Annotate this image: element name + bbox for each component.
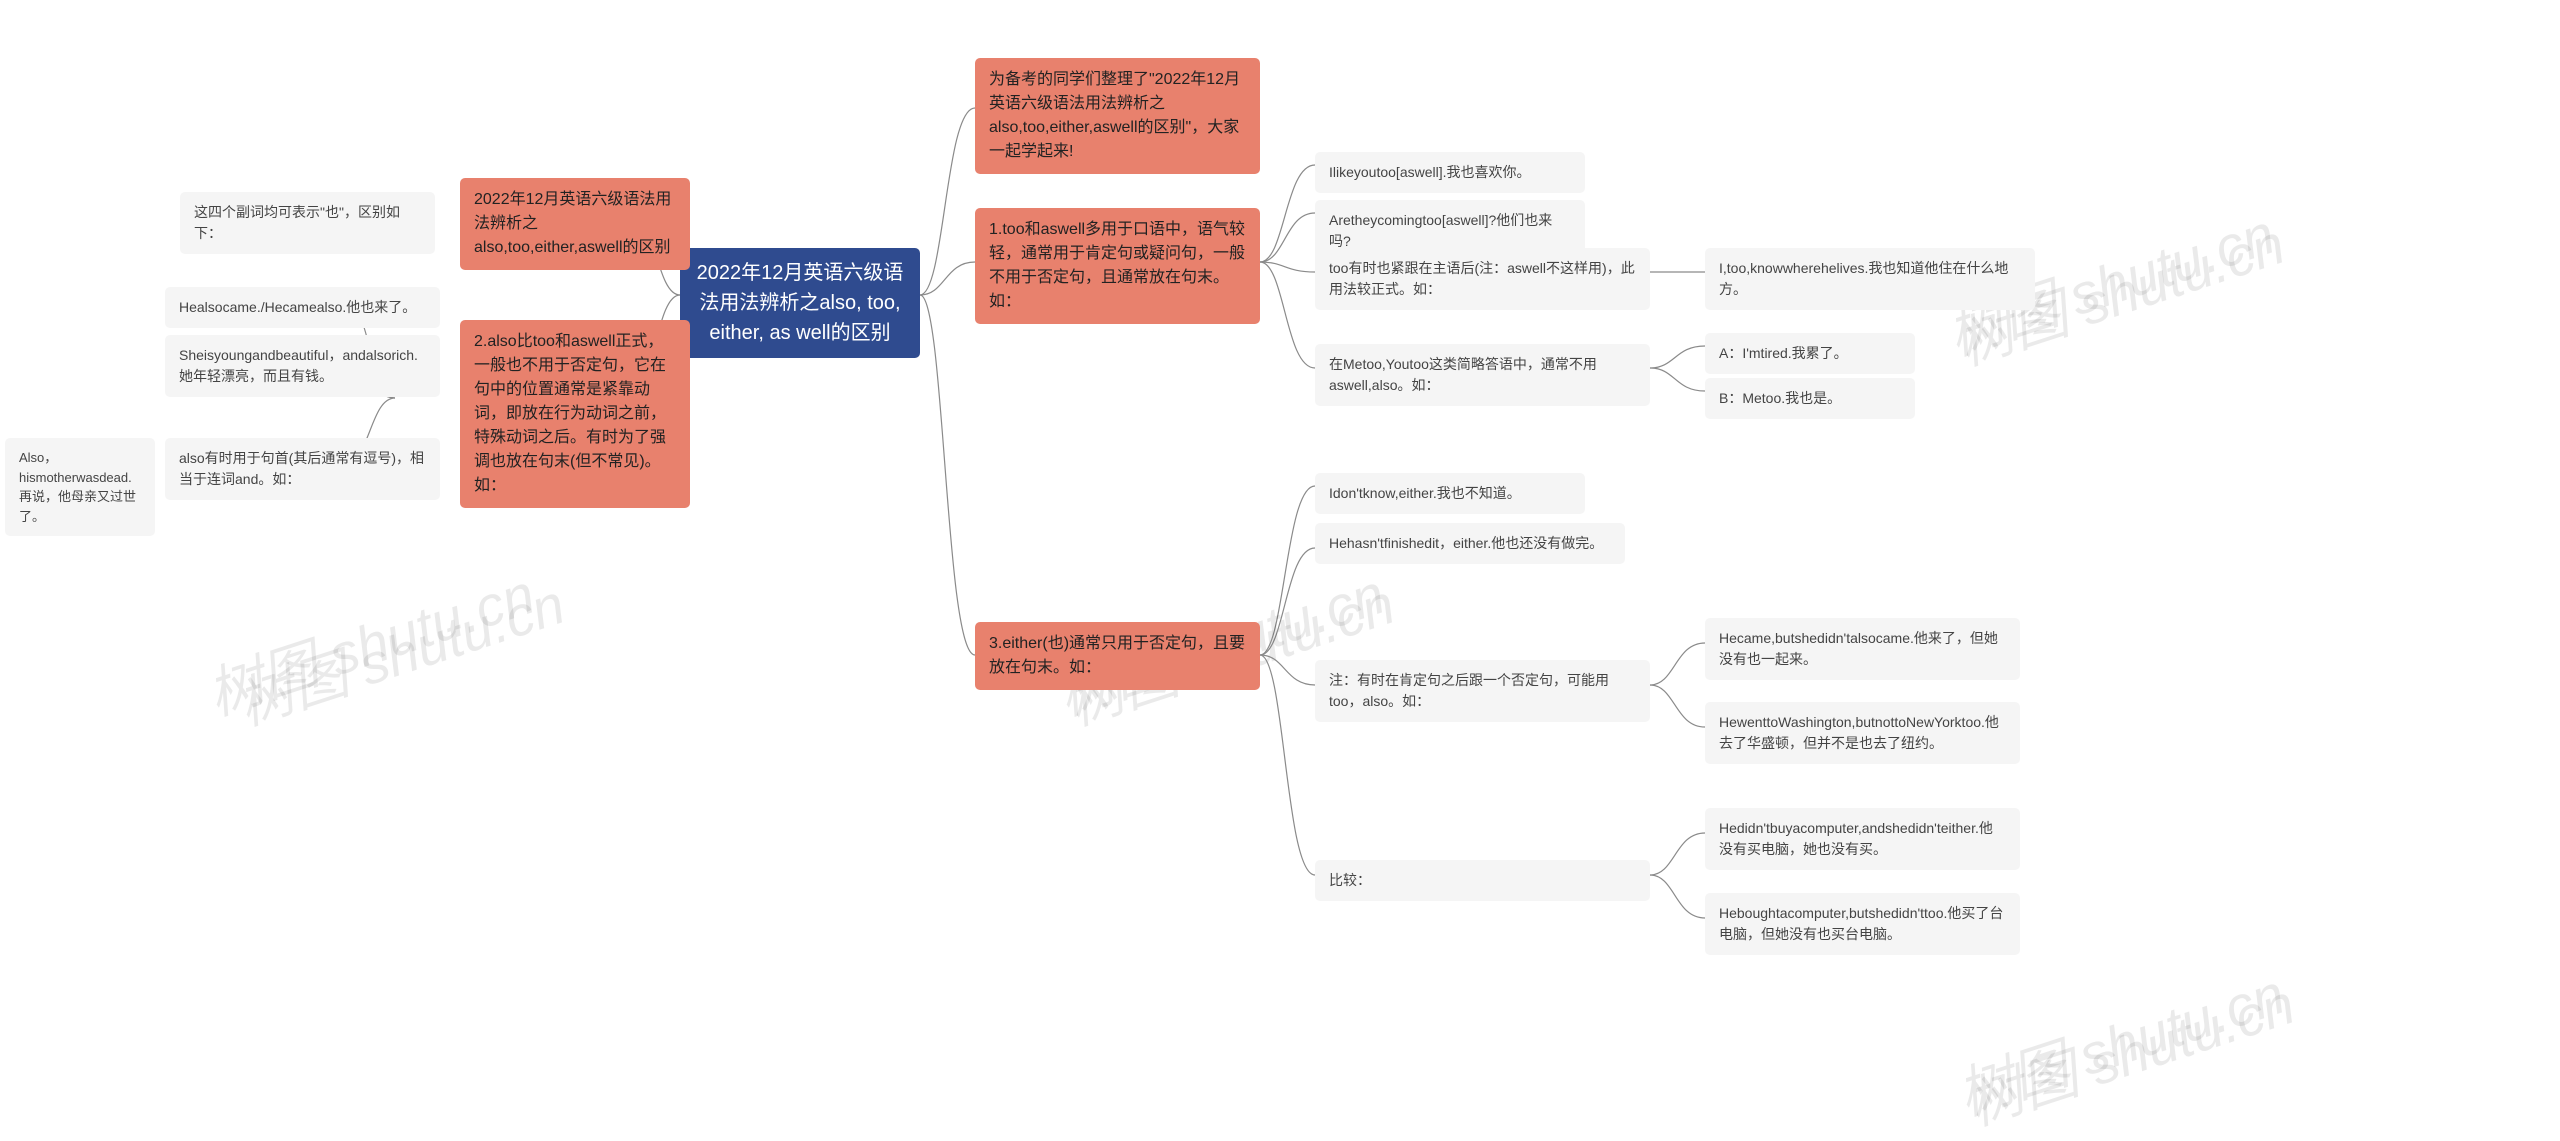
watermark: 树图 shutu.cn <box>1956 960 2304 1141</box>
mm-b1-c4-d2: B：Metoo.我也是。 <box>1705 378 1915 419</box>
mm-lb2-c1: Healsocame./Hecamealso.他也来了。 <box>165 287 440 328</box>
mm-lb2-c3: also有时用于句首(其后通常有逗号)，相当于连词and。如： <box>165 438 440 500</box>
mm-b1-c3: too有时也紧跟在主语后(注：aswell不这样用)，此用法较正式。如： <box>1315 248 1650 310</box>
mm-b1-c3-d1: I,too,knowwherehelives.我也知道他住在什么地方。 <box>1705 248 2035 310</box>
watermark-4: 树图 shutu.cn <box>1946 950 2294 1132</box>
final-connectors <box>0 0 2560 1115</box>
mm-b3-c1: Idon'tknow,either.我也不知道。 <box>1315 473 1585 514</box>
mm-b3-c3-d1: Hecame,butshedidn'talsocame.他来了，但她没有也一起来… <box>1705 618 2020 680</box>
mm-b1-c4: 在Metoo,Youtoo这类简略答语中，通常不用aswell,also。如： <box>1315 344 1650 406</box>
mm-lb2-c3-d1: Also，hismotherwasdead.再说，他母亲又过世了。 <box>5 438 155 536</box>
mm-root: 2022年12月英语六级语法用法辨析之also, too, either, as… <box>680 248 920 358</box>
mm-b3-c4: 比较： <box>1315 860 1650 901</box>
mm-lb1: 2022年12月英语六级语法用法辨析之also,too,either,aswel… <box>460 178 690 270</box>
mm-lb2: 2.also比too和aswell正式，一般也不用于否定句，它在句中的位置通常是… <box>460 320 690 508</box>
mm-lb2-c2: Sheisyoungandbeautiful，andalsorich.她年轻漂亮… <box>165 335 440 397</box>
watermark: 树图 shutu.cn <box>226 560 574 742</box>
mm-b3-c3: 注：有时在肯定句之后跟一个否定句，可能用too，also。如： <box>1315 660 1650 722</box>
mm-lb1-c1: 这四个副词均可表示"也"，区别如下： <box>180 192 435 254</box>
mm-b1-c4-d1: A：I'mtired.我累了。 <box>1705 333 1915 374</box>
mm-intro: 为备考的同学们整理了"2022年12月英语六级语法用法辨析之also,too,e… <box>975 58 1260 174</box>
mm-b3-c4-d1: Hedidn'tbuyacomputer,andshedidn'teither.… <box>1705 808 2020 870</box>
watermark-1: 树图 shutu.cn <box>196 550 544 732</box>
mm-b3-c2: Hehasn'tfinishedit，either.他也还没有做完。 <box>1315 523 1625 564</box>
mm-b3-c4-d2: Heboughtacomputer,butshedidn'ttoo.他买了台电脑… <box>1705 893 2020 955</box>
mm-b3-c3-d2: HewenttoWashington,butnottoNewYorktoo.他去… <box>1705 702 2020 764</box>
mm-b3: 3.either(也)通常只用于否定句，且要放在句末。如： <box>975 622 1260 690</box>
mm-b1-c1: Ilikeyoutoo[aswell].我也喜欢你。 <box>1315 152 1585 193</box>
mm-b1: 1.too和aswell多用于口语中，语气较轻，通常用于肯定句或疑问句，一般不用… <box>975 208 1260 324</box>
